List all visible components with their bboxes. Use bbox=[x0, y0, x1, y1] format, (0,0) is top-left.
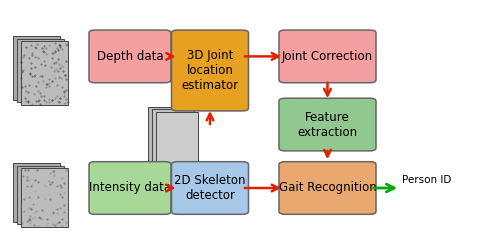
FancyBboxPatch shape bbox=[279, 162, 376, 214]
Text: 2D Skeleton
detector: 2D Skeleton detector bbox=[174, 174, 246, 202]
FancyBboxPatch shape bbox=[152, 109, 194, 168]
Text: 3D Joint
location
estimator: 3D Joint location estimator bbox=[182, 49, 238, 92]
FancyBboxPatch shape bbox=[172, 30, 248, 111]
FancyBboxPatch shape bbox=[20, 168, 68, 227]
Text: Depth data: Depth data bbox=[96, 50, 164, 63]
FancyBboxPatch shape bbox=[12, 36, 60, 100]
Text: Gait Recognition: Gait Recognition bbox=[278, 181, 376, 195]
Text: Feature
extraction: Feature extraction bbox=[298, 110, 358, 139]
Text: Joint Correction: Joint Correction bbox=[282, 50, 373, 63]
Text: Intensity data: Intensity data bbox=[89, 181, 171, 195]
FancyBboxPatch shape bbox=[12, 163, 60, 222]
FancyBboxPatch shape bbox=[279, 30, 376, 83]
FancyBboxPatch shape bbox=[279, 98, 376, 151]
FancyBboxPatch shape bbox=[148, 107, 190, 166]
Text: Person ID: Person ID bbox=[402, 175, 451, 185]
FancyBboxPatch shape bbox=[89, 30, 171, 83]
FancyBboxPatch shape bbox=[16, 39, 64, 102]
FancyBboxPatch shape bbox=[20, 41, 68, 105]
FancyBboxPatch shape bbox=[156, 112, 198, 170]
FancyBboxPatch shape bbox=[172, 162, 248, 214]
FancyBboxPatch shape bbox=[89, 162, 171, 214]
FancyBboxPatch shape bbox=[16, 166, 64, 224]
